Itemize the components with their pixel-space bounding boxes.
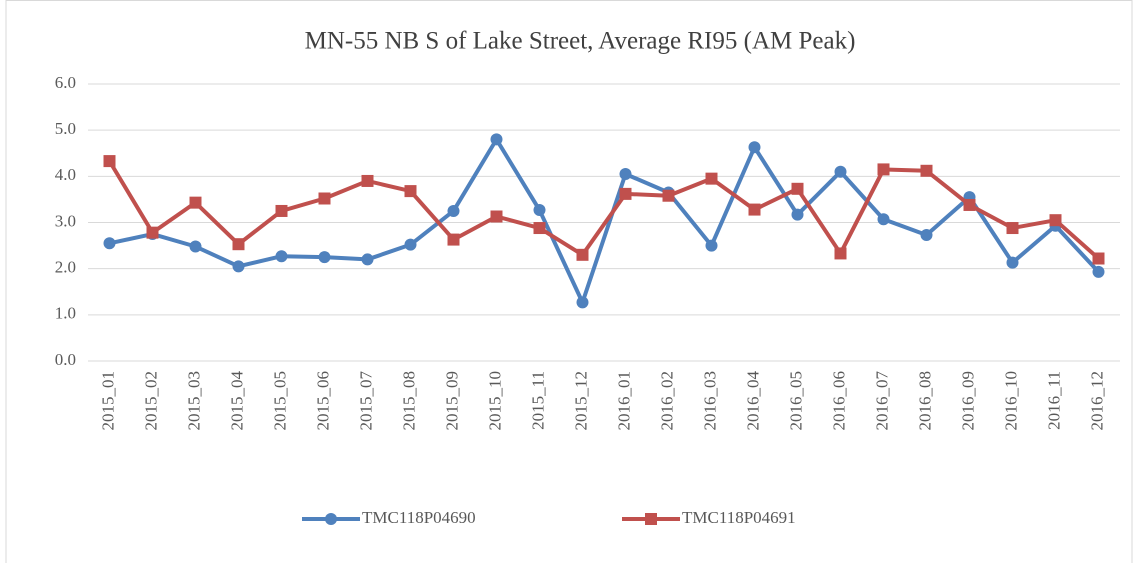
point [877,163,890,176]
point [189,240,202,253]
point [705,172,718,185]
point [1092,252,1105,265]
x-tick-label: 2015_10 [485,371,504,431]
point [662,189,675,202]
y-tick-label: 4.0 [55,165,76,184]
legend-marker [645,513,657,525]
legend-label: TMC118P04690 [362,508,476,527]
x-tick-label: 2015_02 [141,371,160,431]
x-tick-label: 2016_11 [1044,371,1063,430]
point [705,239,718,252]
x-tick-label: 2015_12 [571,371,590,431]
x-tick-label: 2015_06 [313,371,332,431]
point [619,168,632,181]
series-line [107,160,1100,261]
point [146,226,159,239]
point [619,187,632,200]
y-tick-label: 0.0 [55,350,76,369]
x-tick-label: 2016_04 [743,371,762,431]
point [275,250,288,263]
point [447,204,460,217]
x-tick-label: 2015_08 [399,371,418,431]
y-tick-label: 6.0 [55,73,76,92]
y-tick-label: 2.0 [55,258,76,277]
point [361,253,374,266]
legend-marker [325,513,337,525]
x-tick-label: 2016_03 [700,371,719,431]
y-tick-label: 1.0 [55,304,76,323]
y-tick-label: 5.0 [55,119,76,138]
point [232,260,245,273]
point [877,213,890,226]
point [189,196,202,209]
point [920,164,933,177]
point [963,198,976,211]
point [791,208,804,221]
point [533,204,546,217]
point [533,222,546,235]
point [103,155,116,168]
point [103,237,116,250]
x-tick-label: 2015_11 [528,371,547,430]
x-tick-label: 2016_05 [786,371,805,431]
x-tick-label: 2015_03 [184,371,203,431]
point [275,204,288,217]
point [404,238,417,251]
x-tick-label: 2016_09 [958,371,977,431]
x-tick-label: 2015_05 [270,371,289,431]
x-tick-label: 2015_07 [356,371,375,431]
point [920,228,933,241]
point [834,165,847,178]
point [748,203,761,216]
legend-label: TMC118P04691 [682,508,796,527]
point [748,141,761,154]
x-tick-label: 2016_06 [829,371,848,431]
x-tick-label: 2016_08 [915,371,934,431]
chart-frame [5,0,1133,563]
x-tick-label: 2016_02 [657,371,676,431]
point [490,210,503,223]
x-tick-label: 2016_10 [1001,371,1020,431]
point [1092,265,1105,278]
x-tick-label: 2016_07 [872,371,891,431]
series-line [109,137,1100,305]
point [1049,214,1062,227]
point [490,133,503,146]
point [1006,256,1019,269]
point [834,247,847,260]
x-tick-label: 2015_01 [98,371,117,431]
x-tick-label: 2015_04 [227,371,246,431]
x-tick-label: 2016_01 [614,371,633,431]
point [361,174,374,187]
x-tick-label: 2016_12 [1087,371,1106,431]
x-tick-label: 2015_09 [442,371,461,431]
point [791,182,804,195]
point [576,248,589,261]
point [404,185,417,198]
point [318,192,331,205]
point [318,251,331,264]
point [576,296,589,309]
chart-title: MN-55 NB S of Lake Street, Average RI95 … [305,28,856,55]
y-tick-label: 3.0 [55,211,76,230]
point [1006,222,1019,235]
point [447,233,460,246]
point [232,238,245,251]
